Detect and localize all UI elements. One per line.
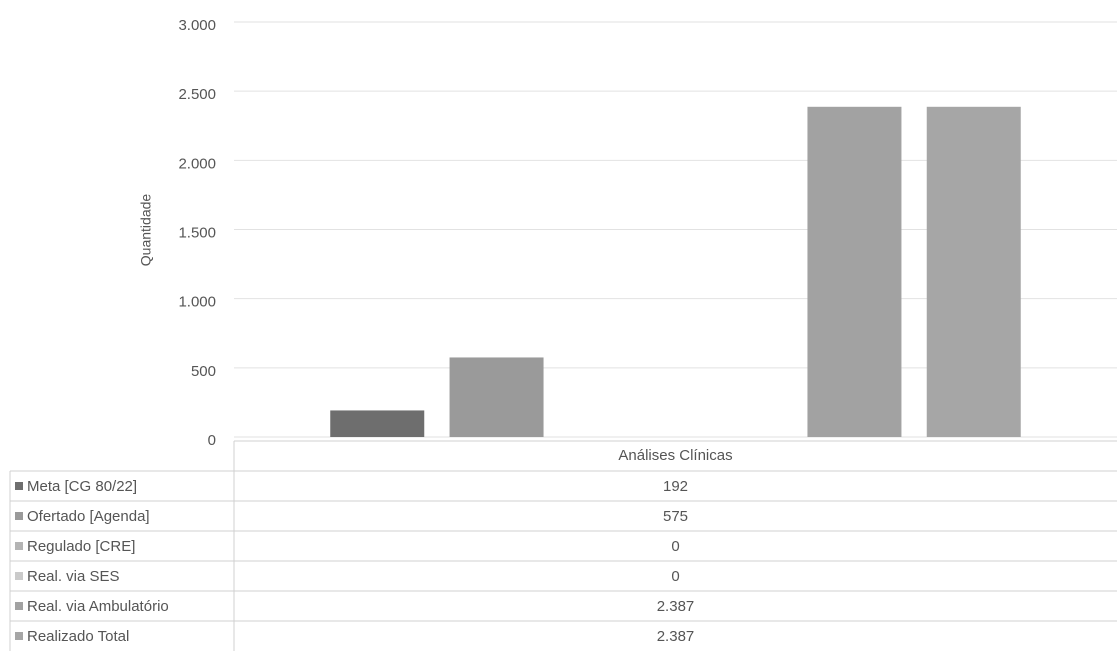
legend-label: Meta [CG 80/22] (27, 478, 137, 495)
legend-swatch (15, 482, 23, 490)
table-value: 0 (671, 538, 679, 555)
table-value: 2.387 (657, 628, 695, 645)
y-tick-label: 1.000 (178, 294, 216, 311)
legend-swatch (15, 632, 23, 640)
legend-label: Real. via SES (27, 568, 120, 585)
table-value: 575 (663, 508, 688, 525)
legend-swatch (15, 542, 23, 550)
table-value: 2.387 (657, 598, 695, 615)
bar (449, 357, 544, 437)
y-tick-label: 2.000 (178, 155, 216, 172)
bar (926, 106, 1021, 437)
y-tick-label: 3.000 (178, 17, 216, 34)
table-value: 0 (671, 568, 679, 585)
y-tick-label: 500 (191, 363, 216, 380)
legend-label: Regulado [CRE] (27, 538, 135, 555)
legend-swatch (15, 602, 23, 610)
legend-label: Ofertado [Agenda] (27, 508, 150, 525)
bar (807, 106, 902, 437)
legend-swatch (15, 572, 23, 580)
x-tick-label: Análises Clínicas (618, 447, 732, 464)
y-tick-label: 1.500 (178, 224, 216, 241)
legend-swatch (15, 512, 23, 520)
legend-label: Realizado Total (27, 628, 129, 645)
y-tick-label: 0 (208, 432, 216, 449)
table-value: 192 (663, 478, 688, 495)
y-tick-label: 2.500 (178, 86, 216, 103)
legend-label: Real. via Ambulatório (27, 598, 169, 615)
bar (330, 410, 425, 437)
y-axis-label: Quantidade (138, 194, 154, 267)
